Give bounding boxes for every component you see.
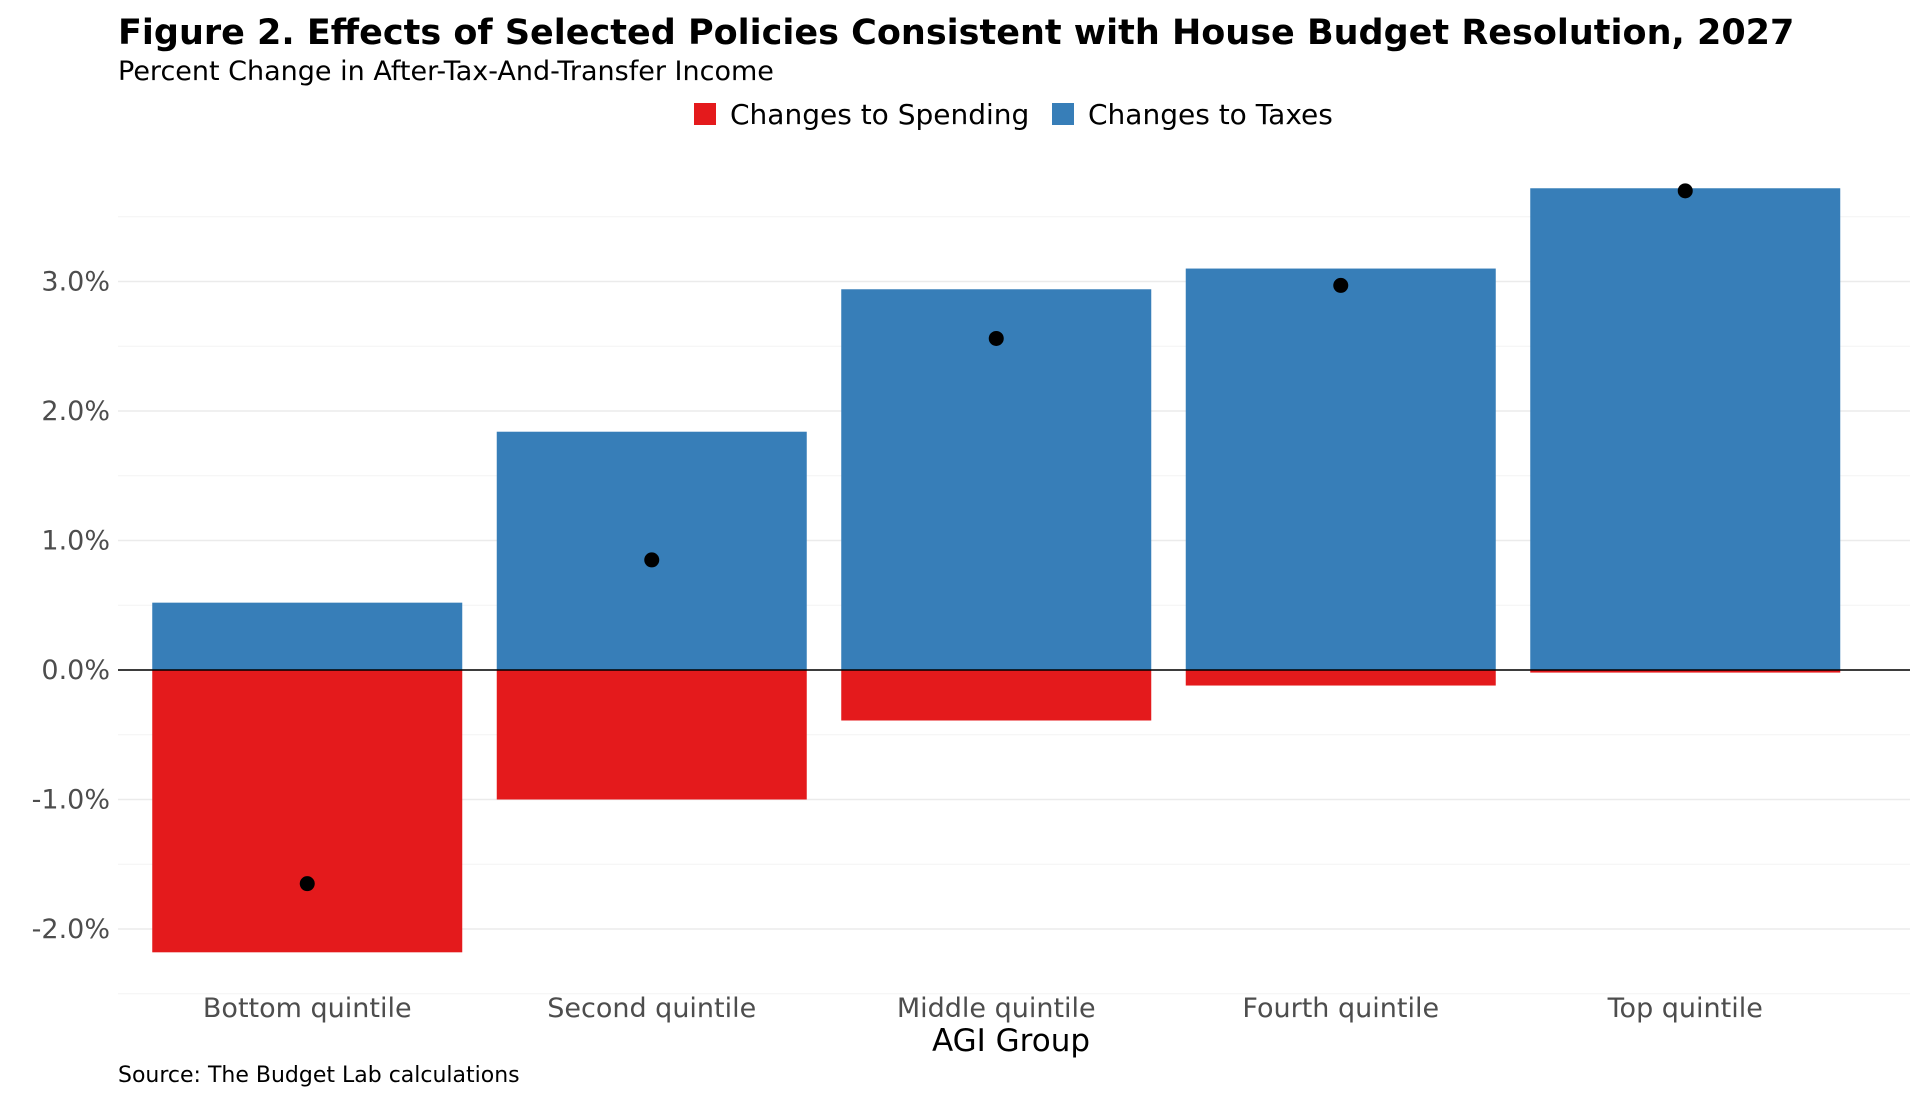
x-tick-label: Fourth quintile — [1242, 993, 1439, 1024]
bar-changes-to-spending — [1530, 670, 1841, 673]
bar-changes-to-spending — [496, 670, 807, 800]
legend-label-taxes: Changes to Taxes — [1088, 98, 1333, 131]
bar-changes-to-spending — [152, 670, 463, 953]
net-change-point — [1677, 183, 1693, 199]
net-change-point — [644, 552, 660, 568]
x-tick-label: Top quintile — [1607, 993, 1763, 1024]
bar-changes-to-spending — [841, 670, 1152, 721]
bar-changes-to-spending — [1185, 670, 1496, 686]
y-tick-label: 2.0% — [41, 396, 110, 427]
chart-title: Figure 2. Effects of Selected Policies C… — [118, 13, 1794, 53]
net-change-point — [1333, 277, 1349, 293]
y-tick-label: 3.0% — [41, 267, 110, 298]
bar-changes-to-taxes — [841, 289, 1152, 670]
x-axis-label: AGI Group — [932, 1023, 1090, 1059]
y-tick-label: -1.0% — [32, 785, 110, 816]
y-tick-label: 1.0% — [41, 526, 110, 557]
y-tick-label: 0.0% — [41, 655, 110, 686]
legend-swatch-taxes — [1052, 103, 1074, 125]
legend: Changes to Spending Changes to Taxes — [694, 98, 1333, 131]
x-tick-label: Middle quintile — [897, 993, 1096, 1024]
legend-swatch-spending — [694, 103, 716, 125]
x-tick-label: Bottom quintile — [203, 993, 412, 1024]
bar-changes-to-taxes — [152, 602, 463, 670]
chart-caption: Source: The Budget Lab calculations — [118, 1063, 520, 1088]
net-change-point — [988, 330, 1004, 346]
plot-area: -2.0% -1.0% 0.0% 1.0% 2.0% 3.0% Bottom quintil… — [32, 183, 1910, 1024]
bar-changes-to-taxes — [1530, 188, 1841, 670]
y-tick-label: -2.0% — [32, 914, 110, 945]
bar-changes-to-taxes — [1185, 268, 1496, 670]
chart-subtitle: Percent Change in After-Tax-And-Transfer… — [118, 56, 774, 87]
net-change-point — [299, 876, 315, 892]
legend-label-spending: Changes to Spending — [730, 98, 1029, 131]
bar-changes-to-taxes — [496, 431, 807, 670]
x-tick-label: Second quintile — [547, 993, 756, 1024]
